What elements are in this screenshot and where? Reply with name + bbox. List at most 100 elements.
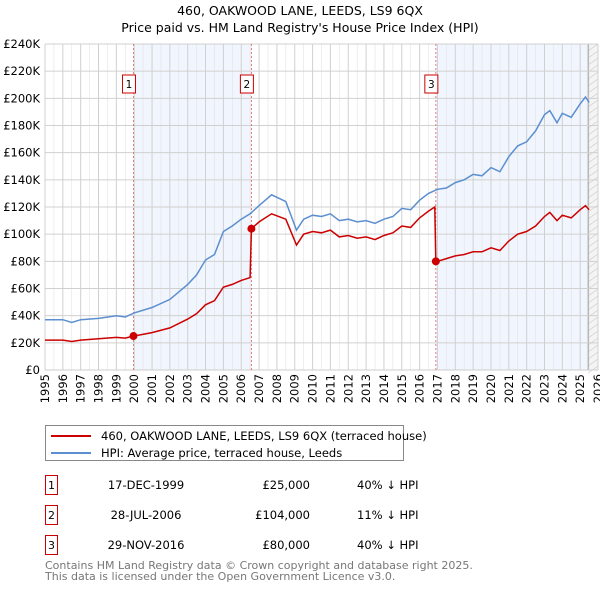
legend-item-hpi: HPI: Average price, terraced house, Leed… [51, 445, 342, 461]
x-tick-label: 2003 [181, 374, 195, 403]
table-row: 1 17-DEC-1999 £25,000 40% ↓ HPI [45, 475, 445, 497]
sale-label: 1 [126, 79, 133, 91]
forecast-hatch [587, 239, 599, 248]
table-row: 3 29-NOV-2016 £80,000 40% ↓ HPI [45, 535, 445, 557]
sale-point [129, 332, 138, 341]
forecast-hatch [587, 323, 599, 332]
forecast-hatch [587, 99, 599, 108]
price-chart: 460, OAKWOOD LANE, LEEDS, LS9 6QX Price … [3, 3, 600, 403]
forecast-hatch [587, 218, 599, 227]
forecast-hatch [587, 260, 599, 269]
sale-price: £104,000 [255, 508, 310, 522]
forecast-hatch [587, 253, 599, 262]
forecast-hatch [587, 57, 599, 66]
chart-subtitle: Price paid vs. HM Land Registry's House … [121, 20, 478, 35]
y-tick-label: £80K [11, 254, 41, 268]
forecast-hatch [587, 127, 599, 136]
forecast-hatch [587, 330, 599, 339]
forecast-hatch [587, 246, 599, 255]
forecast-hatch [587, 85, 599, 94]
x-tick-label: 2005 [216, 374, 230, 403]
forecast-hatch [587, 141, 599, 150]
y-tick-label: £180K [3, 119, 40, 133]
sale-number-badge: 2 [45, 505, 58, 525]
forecast-hatch [587, 358, 599, 367]
sale-number-badge: 1 [45, 475, 58, 495]
forecast-hatch [587, 78, 599, 87]
forecast-hatch [587, 288, 599, 297]
sale-point [247, 224, 256, 233]
forecast-hatch [587, 211, 599, 220]
x-tick-label: 1999 [109, 374, 123, 403]
sale-date: 28-JUL-2006 [110, 508, 182, 522]
forecast-hatch [587, 120, 599, 129]
sale-hpi-diff: 40% ↓ HPI [357, 538, 419, 552]
y-tick-label: £220K [3, 64, 40, 78]
x-tick-label: 1997 [74, 374, 88, 403]
sale-label-box [424, 74, 439, 94]
x-tick-label: 2020 [484, 374, 498, 403]
forecast-hatch [587, 106, 599, 115]
footer-line: This data is licensed under the Open Gov… [45, 570, 396, 583]
chart-legend: 460, OAKWOOD LANE, LEEDS, LS9 6QX (terra… [45, 425, 427, 461]
x-tick-label: 2001 [145, 374, 159, 403]
y-tick-label: £60K [11, 282, 41, 296]
y-tick-label: £20K [11, 336, 41, 350]
forecast-hatch [587, 316, 599, 325]
x-tick-label: 2026 [591, 374, 600, 403]
forecast-hatch [587, 43, 599, 52]
forecast-hatch [587, 162, 599, 171]
forecast-hatch [587, 267, 599, 276]
x-tick-label: 2010 [306, 374, 320, 403]
legend-label: HPI: Average price, terraced house, Leed… [101, 446, 343, 460]
x-tick-label: 2000 [127, 374, 141, 403]
x-tick-label: 2014 [377, 374, 391, 403]
sale-date: 17-DEC-1999 [107, 478, 185, 492]
sale-point [431, 257, 440, 266]
x-tick-label: 2009 [288, 374, 302, 403]
forecast-hatch [587, 183, 599, 192]
forecast-hatch [587, 225, 599, 234]
forecast-hatch [587, 295, 599, 304]
forecast-hatch [587, 197, 599, 206]
x-tick-label: 2019 [466, 374, 480, 403]
y-tick-label: £160K [3, 146, 40, 160]
y-tick-label: £140K [3, 173, 40, 187]
x-tick-label: 1996 [56, 374, 70, 403]
sale-price: £80,000 [262, 538, 310, 552]
sale-label: 2 [244, 79, 251, 91]
forecast-hatch [587, 155, 599, 164]
x-tick-label: 1995 [38, 374, 52, 403]
x-tick-label: 2013 [359, 374, 373, 403]
x-tick-label: 2008 [270, 374, 284, 403]
hpi-line [45, 95, 590, 324]
sale-number-badge: 3 [45, 535, 58, 555]
sale-hpi-diff: 40% ↓ HPI [357, 478, 419, 492]
table-row: 2 28-JUL-2006 £104,000 11% ↓ HPI [45, 505, 445, 527]
legend-label: 460, OAKWOOD LANE, LEEDS, LS9 6QX (terra… [101, 429, 427, 443]
price-paid-line [45, 204, 590, 343]
sale-date: 29-NOV-2016 [107, 538, 185, 552]
y-tick-label: £200K [3, 91, 40, 105]
x-tick-label: 2021 [502, 374, 516, 403]
x-tick-label: 2002 [163, 374, 177, 403]
x-tick-label: 2017 [431, 374, 445, 403]
forecast-hatch [587, 190, 599, 199]
x-tick-label: 2004 [199, 374, 213, 403]
x-tick-label: 2012 [341, 374, 355, 403]
footer-line: Contains HM Land Registry data © Crown c… [45, 559, 473, 572]
forecast-hatch [587, 351, 599, 360]
y-tick-label: £100K [3, 227, 40, 241]
forecast-hatch [587, 176, 599, 185]
blue-line-swatch [51, 452, 91, 454]
x-tick-label: 2016 [413, 374, 427, 403]
x-tick-label: 2007 [252, 374, 266, 403]
x-tick-label: 2023 [538, 374, 552, 403]
sale-label-box [239, 74, 254, 94]
y-tick-label: £0 [25, 363, 40, 377]
forecast-hatch [587, 169, 599, 178]
x-tick-label: 2011 [323, 374, 337, 403]
chart-title: 460, OAKWOOD LANE, LEEDS, LS9 6QX [177, 3, 423, 18]
forecast-hatch [587, 134, 599, 143]
